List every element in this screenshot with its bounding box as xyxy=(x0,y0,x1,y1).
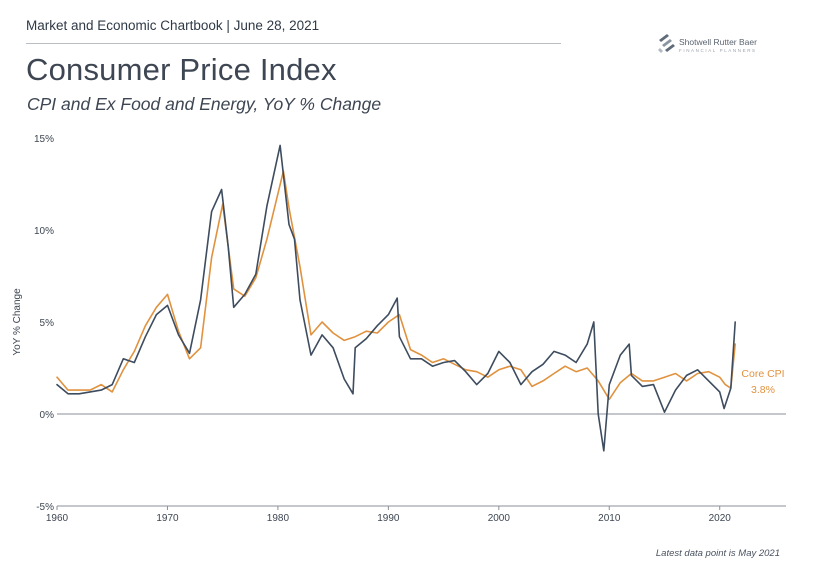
y-axis-label: YoY % Change xyxy=(12,288,23,356)
x-tick-label: 2010 xyxy=(598,513,621,524)
series-line-cpi xyxy=(56,144,736,452)
y-tick-label: 0% xyxy=(40,410,55,421)
chartbook-header: Market and Economic Chartbook | June 28,… xyxy=(26,18,320,33)
x-tick-label: 1980 xyxy=(267,513,290,524)
x-tick-label: 2000 xyxy=(488,513,511,524)
company-logo: Shotwell Rutter Baer FINANCIAL PLANNERS xyxy=(657,30,787,60)
y-tick-label: -5% xyxy=(36,502,54,513)
core-cpi-value: 3.8% xyxy=(751,384,775,396)
page-title: Consumer Price Index xyxy=(26,52,337,87)
series-line-core xyxy=(56,170,736,401)
y-tick-label: 5% xyxy=(40,318,55,329)
y-tick-label: 15% xyxy=(34,134,54,145)
x-tick-label: 1990 xyxy=(377,513,400,524)
logo-mark-icon xyxy=(658,34,675,53)
y-tick-label: 10% xyxy=(34,226,54,237)
logo-tagline: FINANCIAL PLANNERS xyxy=(679,48,757,53)
x-tick-label: 1960 xyxy=(46,513,69,524)
core-cpi-label: Core CPI xyxy=(741,368,784,380)
x-tick-label: 2020 xyxy=(709,513,732,524)
header-rule xyxy=(26,43,561,44)
page-subtitle: CPI and Ex Food and Energy, YoY % Change xyxy=(27,94,382,114)
x-tick-label: 1970 xyxy=(156,513,179,524)
logo-name: Shotwell Rutter Baer xyxy=(679,37,757,47)
footnote: Latest data point is May 2021 xyxy=(655,548,780,559)
